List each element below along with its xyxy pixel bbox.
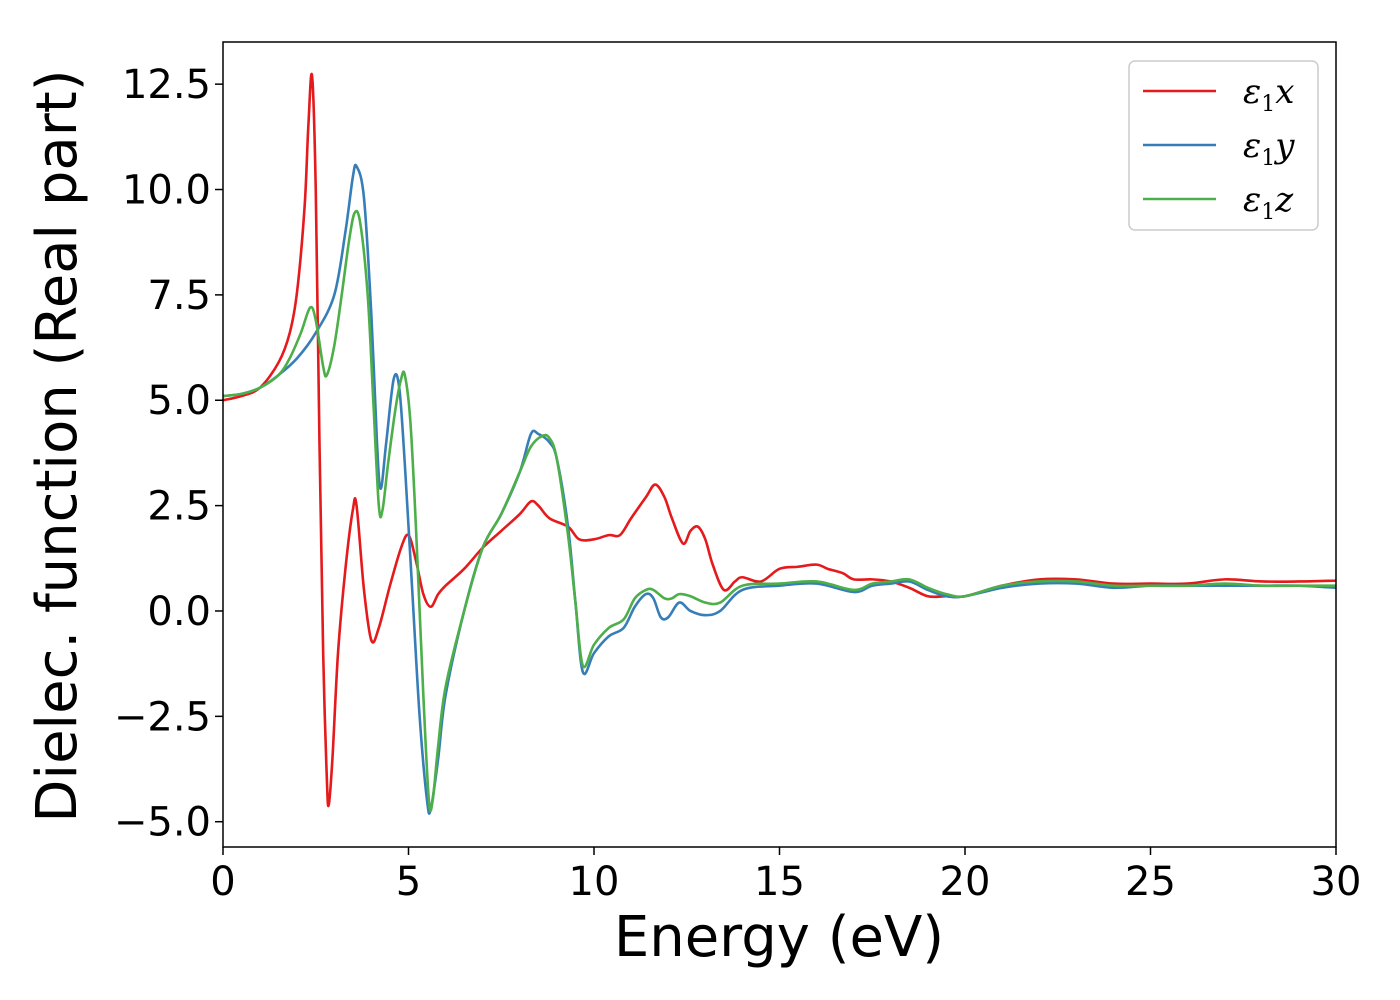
y-axis-ticks: −5.0 −2.5 0.0 2.5 5.0 7.5 10.0 12.5 xyxy=(114,62,223,846)
x-tick-label: 0 xyxy=(210,859,235,905)
legend-suffix: y xyxy=(1273,126,1295,166)
y-tick-label: 10.0 xyxy=(122,168,211,214)
x-axis-ticks: 0 5 10 15 20 25 30 xyxy=(210,847,1361,905)
legend-suffix: z xyxy=(1274,180,1294,220)
x-tick-label: 30 xyxy=(1311,859,1362,905)
y-tick-label: 12.5 xyxy=(122,62,211,108)
legend-symbol: ε xyxy=(1243,126,1261,166)
y-tick-label: 2.5 xyxy=(147,484,211,530)
x-tick-label: 5 xyxy=(396,859,421,905)
y-tick-label: −2.5 xyxy=(114,694,211,740)
y-tick-label: 5.0 xyxy=(147,378,211,424)
legend-symbol: ε xyxy=(1243,72,1261,112)
legend-subscript: 1 xyxy=(1261,146,1275,171)
legend-symbol: ε xyxy=(1243,180,1261,220)
x-tick-label: 15 xyxy=(754,859,805,905)
legend-subscript: 1 xyxy=(1261,92,1275,117)
x-tick-label: 10 xyxy=(569,859,620,905)
x-tick-label: 25 xyxy=(1125,859,1176,905)
legend-label-x: ε1x xyxy=(1243,72,1294,117)
legend-label-y: ε1y xyxy=(1243,126,1295,171)
y-tick-label: −5.0 xyxy=(114,800,211,846)
legend-label-z: ε1z xyxy=(1243,180,1294,225)
series-line-z xyxy=(223,209,1336,813)
legend-subscript: 1 xyxy=(1261,200,1275,225)
y-tick-label: 7.5 xyxy=(147,273,211,319)
series-layer xyxy=(223,72,1336,815)
legend-box xyxy=(1128,60,1319,231)
y-tick-label: 0.0 xyxy=(147,589,211,635)
legend-suffix: x xyxy=(1275,72,1294,112)
x-axis-title: Energy (eV) xyxy=(614,905,944,970)
y-axis-title: Dielec. function (Real part) xyxy=(25,69,90,822)
x-tick-label: 20 xyxy=(940,859,991,905)
